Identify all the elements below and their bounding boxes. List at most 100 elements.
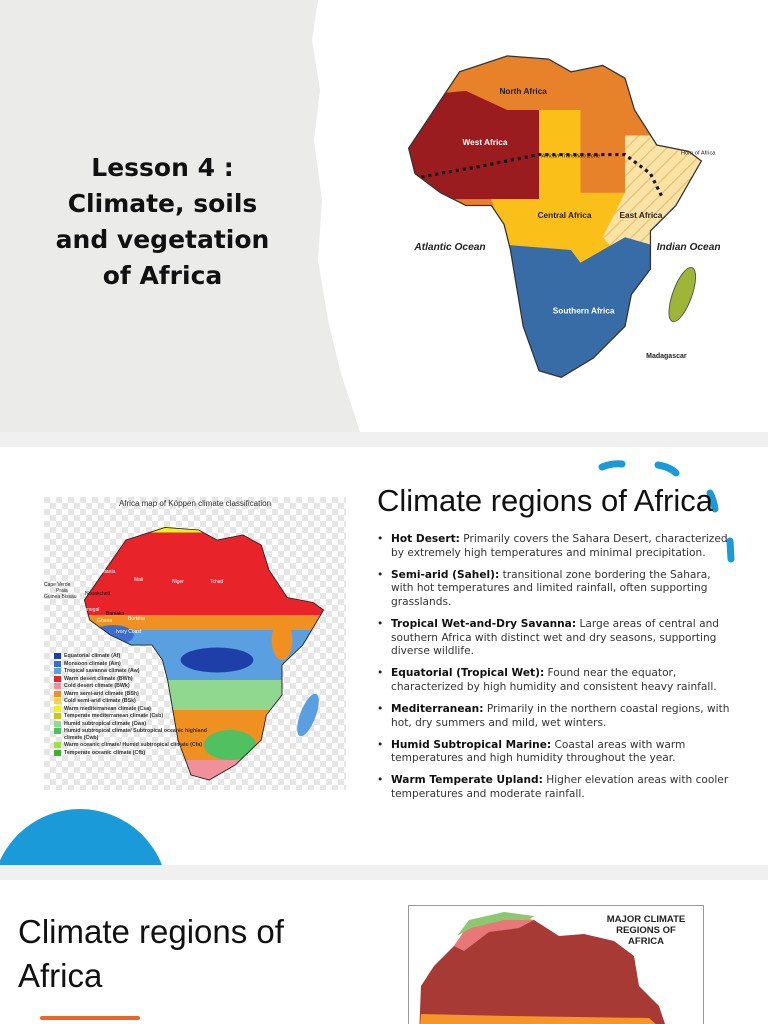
legend-label: Warm desert climate (BWh): [64, 675, 133, 682]
africa-regions-map: North Africa West Africa Central Africa …: [407, 54, 720, 379]
region-central-africa: [491, 110, 625, 263]
legend-swatch: [54, 749, 61, 756]
legend-swatch: [54, 683, 61, 689]
bullet-term: Tropical Wet-and-Dry Savanna:: [391, 617, 577, 630]
place-label: Guinea Bissau: [44, 594, 77, 600]
title-underline: [40, 1016, 140, 1020]
place-label: Mali: [134, 577, 144, 583]
legend-swatch: [54, 705, 61, 712]
place-label: Mauritania: [92, 569, 116, 575]
legend-label: Temperate mediterranean climate (Csb): [64, 713, 164, 719]
legend-label: Tropical savanna climate (Aw): [64, 668, 140, 674]
label-west-africa: West Africa: [462, 138, 507, 147]
slide-2: Africa map of Köppen climate classificat…: [0, 447, 768, 865]
place-label-bamako: Bamako: [106, 611, 125, 617]
legend-item: Humid subtropical climate (Cwa): [54, 720, 214, 728]
legend-swatch: [54, 742, 61, 748]
legend-item: Warm oceanic climate/ Humid subtropical …: [54, 742, 214, 749]
legend-item: Warm desert climate (BWh): [54, 675, 214, 683]
climate-bullet: Humid Subtropical Marine: Coastal areas …: [376, 739, 736, 766]
legend-label: Cold desert climate (BWk): [64, 683, 130, 689]
place-label-nouakchott: Nouakchott: [85, 591, 111, 597]
bullet-term: Semi-arid (Sahel):: [391, 568, 500, 581]
bullet-text: Found near the equator, characterized by…: [391, 667, 717, 693]
legend-label: Humid subtropical climate/ Subtropical o…: [64, 728, 208, 741]
label-madagascar: Madagascar: [646, 353, 687, 360]
koppen-climate-map: Africa map of Köppen climate classificat…: [44, 497, 346, 790]
legend-swatch: [54, 690, 61, 697]
label-north-africa: North Africa: [499, 87, 547, 96]
transition-zone-line: [421, 152, 665, 200]
legend-swatch: [54, 668, 61, 674]
koppen-map-title: Africa map of Köppen climate classificat…: [118, 499, 272, 508]
legend-item: Equatorial climate (Af): [54, 653, 214, 660]
bullet-term: Warm Temperate Upland:: [391, 774, 543, 787]
climate-bullet: Mediterranean: Primarily in the northern…: [376, 703, 736, 730]
legend-label: Cold semi-arid climate (BSk): [64, 698, 136, 704]
bullet-text: transitional zone bordering the Sahara, …: [391, 568, 711, 608]
place-label-senegal: Senegal: [81, 607, 100, 613]
legend-item: Cold semi-arid climate (BSk): [54, 698, 214, 705]
torn-paper-background: [0, 0, 360, 432]
legend-swatch: [54, 698, 61, 704]
label-indian-ocean: Indian Ocean: [657, 242, 720, 253]
slide-3-title: Climate regions of Africa: [18, 913, 284, 994]
bullet-term: Mediterranean:: [391, 702, 484, 715]
bullet-term: Humid Subtropical Marine:: [391, 738, 552, 751]
region-west-africa: [408, 90, 540, 200]
legend-label: Warm oceanic climate/ Humid subtropical …: [64, 742, 203, 748]
legend-label: Monsoon climate (Am): [64, 660, 121, 667]
legend-label: Humid subtropical climate (Cwa): [64, 720, 147, 727]
slide-1: Lesson 4 : Climate, soils and vegetation…: [0, 0, 768, 432]
legend-swatch: [54, 653, 61, 659]
legend-swatch: [54, 728, 61, 734]
legend-item: Humid subtropical climate/ Subtropical o…: [54, 728, 214, 741]
bullet-text: Coastal areas with warm temperatures and…: [391, 738, 686, 765]
legend-item: Cold desert climate (BWk): [54, 683, 214, 690]
label-transition-zone: African Transition Zone: [541, 154, 601, 160]
madagascar-shape: [668, 266, 697, 323]
legend-item: Warm semi-arid climate (BSh): [54, 690, 214, 698]
place-label: Praia: [56, 588, 68, 594]
place-label-ghana: Ghana: [97, 618, 113, 624]
label-east-africa: East Africa: [619, 211, 662, 220]
climate-bullet: Equatorial (Tropical Wet): Found near th…: [376, 667, 736, 694]
koppen-west-labels: Cape Verde Praia Guinea Bissau: [44, 582, 77, 600]
place-label: Niger: [172, 579, 184, 585]
label-horn-of-africa: Horn of Africa: [681, 151, 716, 157]
legend-swatch: [54, 720, 61, 727]
climate-bullet: Tropical Wet-and-Dry Savanna: Large area…: [376, 618, 736, 659]
legend-label: Warm mediterranean climate (Csa): [64, 705, 151, 712]
legend-item: Warm mediterranean climate (Csa): [54, 705, 214, 713]
climate-bullet: Warm Temperate Upland: Higher elevation …: [376, 774, 736, 801]
place-label-ivory-coast: Ivory Coast: [116, 629, 142, 635]
major-climate-regions-map: MAJOR CLIMATE REGIONS OF AFRICA: [408, 905, 704, 1024]
place-label: Cape Verde: [44, 582, 71, 588]
label-southern-africa: Southern Africa: [553, 307, 615, 316]
slide-2-title: Climate regions of Africa: [377, 483, 713, 518]
legend-label: Warm semi-arid climate (BSh): [64, 690, 139, 697]
legend-item: Temperate oceanic climate (Cfb): [54, 749, 214, 757]
place-label-burkina: Burkina: [128, 616, 145, 622]
koppen-place-labels: Mauritania Mali Niger Tchad: [84, 557, 234, 617]
slide-3: Climate regions of Africa MAJOR CLIMATE …: [0, 880, 768, 1024]
bullet-term: Hot Desert:: [391, 533, 460, 545]
legend-item: Monsoon climate (Am): [54, 660, 214, 668]
bullet-term: Equatorial (Tropical Wet):: [391, 667, 545, 680]
bullet-text: Primarily in the northern coastal region…: [391, 702, 730, 729]
climate-bullet-list: Hot Desert: Primarily covers the Sahara …: [376, 533, 736, 810]
map-title: MAJOR CLIMATE REGIONS OF AFRICA: [606, 914, 686, 947]
legend-swatch: [54, 713, 61, 719]
label-central-africa: Central Africa: [538, 211, 592, 220]
legend-label: Temperate oceanic climate (Cfb): [64, 749, 146, 756]
bullet-text: Large areas of central and southern Afri…: [391, 617, 720, 658]
bullet-text: Primarily covers the Sahara Desert, char…: [391, 533, 728, 559]
legend-swatch: [54, 675, 61, 682]
climate-bullet: Semi-arid (Sahel): transitional zone bor…: [376, 569, 736, 610]
legend-item: Tropical savanna climate (Aw): [54, 668, 214, 675]
climate-bullet: Hot Desert: Primarily covers the Sahara …: [376, 533, 736, 560]
decorative-blue-circle: [0, 809, 162, 865]
label-atlantic-ocean: Atlantic Ocean: [413, 242, 485, 253]
koppen-legend: Equatorial climate (Af) Monsoon climate (…: [54, 653, 214, 757]
legend-item: Temperate mediterranean climate (Csb): [54, 713, 214, 720]
